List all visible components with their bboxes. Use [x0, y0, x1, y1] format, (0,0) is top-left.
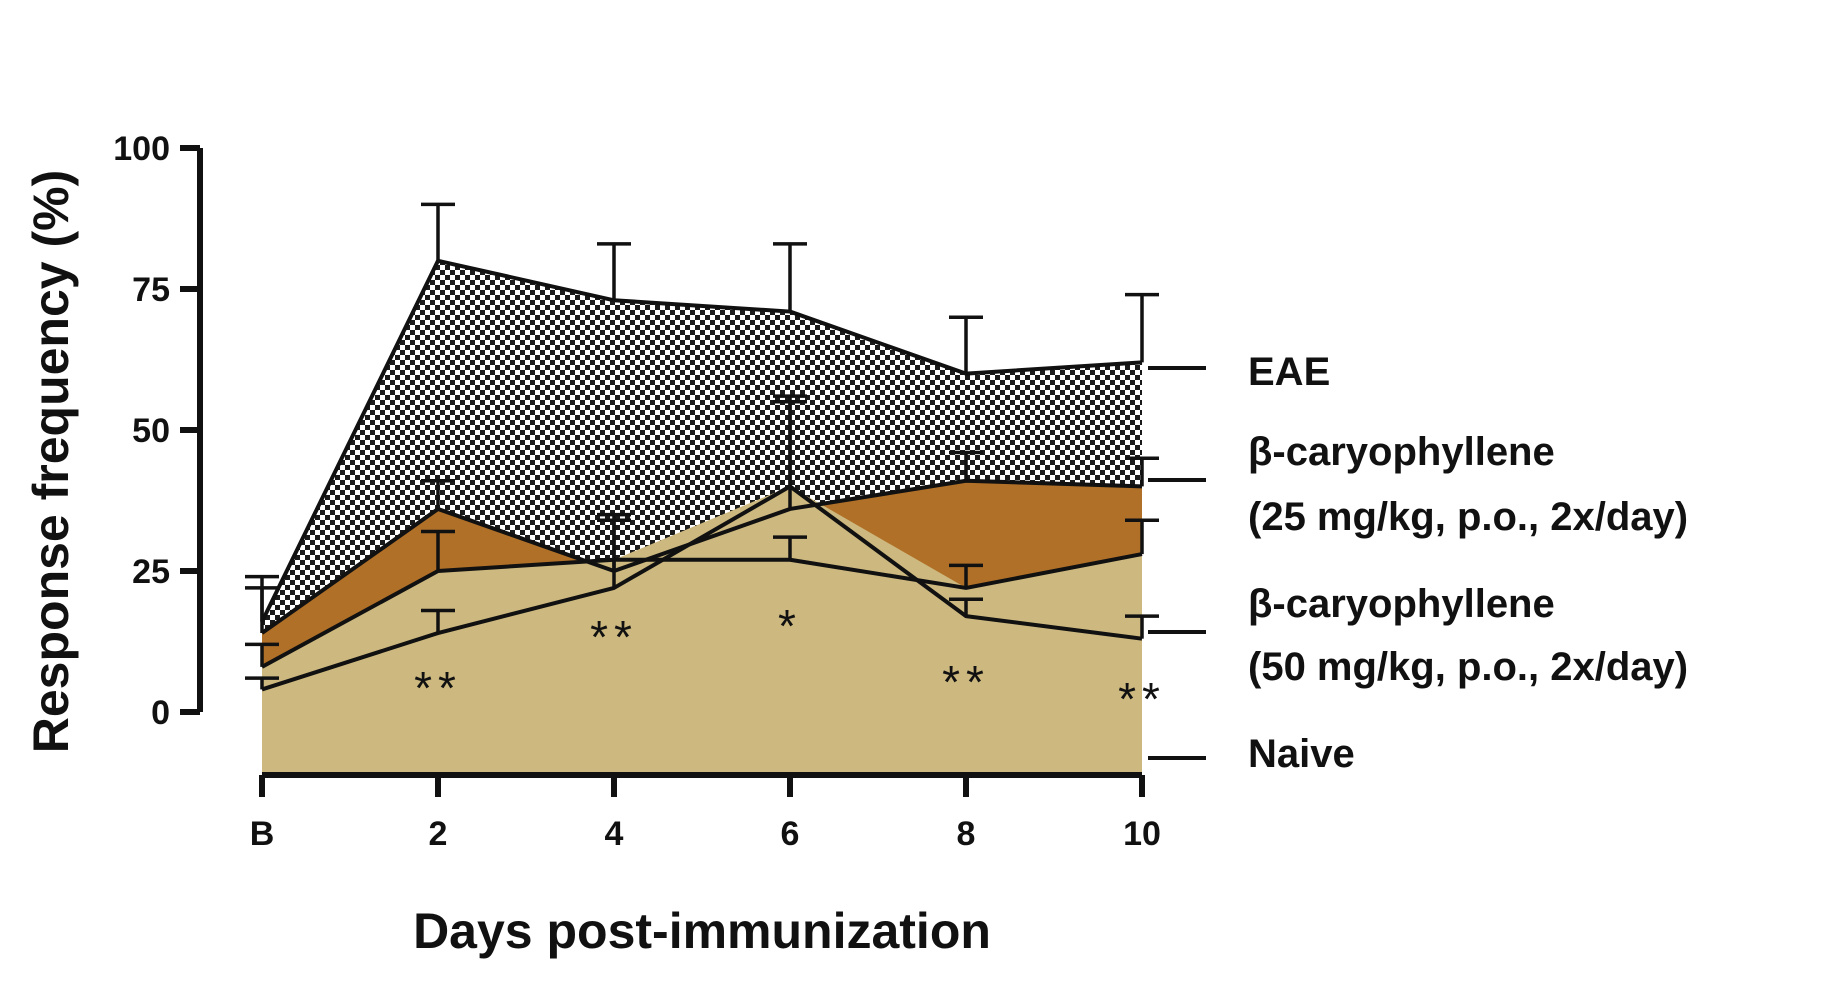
line-bcp-25	[260, 478, 1143, 635]
axes: 0 25 50 75 100 B 2 4 6 8 10	[113, 130, 1161, 853]
legend-item-naive-label: Naive	[1248, 732, 1355, 776]
x-tick-label: 4	[605, 815, 624, 853]
significance-marker: **	[1118, 673, 1166, 725]
line-bcp-50	[261, 552, 1143, 669]
area-bcp-50	[262, 486, 1142, 772]
significance-marker: **	[414, 662, 462, 714]
legend: EAE β-caryophyllene (25 mg/kg, p.o., 2x/da…	[1148, 350, 1688, 776]
x-tick-label: 6	[781, 815, 800, 853]
line-naive	[261, 484, 1143, 692]
y-tick-label: 25	[132, 553, 170, 591]
x-tick-label: 10	[1123, 815, 1161, 853]
y-tick-label: 50	[132, 412, 170, 450]
error-bars	[245, 202, 1159, 690]
significance-annotations: **** *** **	[414, 600, 1166, 725]
legend-item-eae-label: EAE	[1248, 350, 1330, 394]
series-areas	[262, 260, 1142, 772]
x-tick-label: B	[250, 815, 275, 853]
y-tick-label: 0	[151, 694, 170, 732]
y-axis-title: Response frequency (%)	[23, 170, 79, 753]
legend-item-bcp-50-label: β-caryophyllene	[1248, 582, 1555, 626]
y-tick-label: 100	[113, 130, 170, 168]
series-lines	[260, 258, 1143, 692]
legend-item-bcp-50-label: (50 mg/kg, p.o., 2x/day)	[1248, 645, 1688, 689]
significance-marker: **	[942, 656, 990, 708]
legend-item-bcp-25-label: (25 mg/kg, p.o., 2x/day)	[1248, 495, 1688, 539]
x-axis-title: Days post-immunization	[413, 903, 991, 959]
significance-marker: **	[590, 611, 638, 663]
line-eae	[260, 258, 1143, 623]
significance-marker: *	[778, 600, 802, 652]
legend-item-bcp-25-label: β-caryophyllene	[1248, 430, 1555, 474]
y-tick-label: 75	[132, 271, 170, 309]
x-tick-label: 2	[429, 815, 448, 853]
x-tick-label: 8	[957, 815, 976, 853]
